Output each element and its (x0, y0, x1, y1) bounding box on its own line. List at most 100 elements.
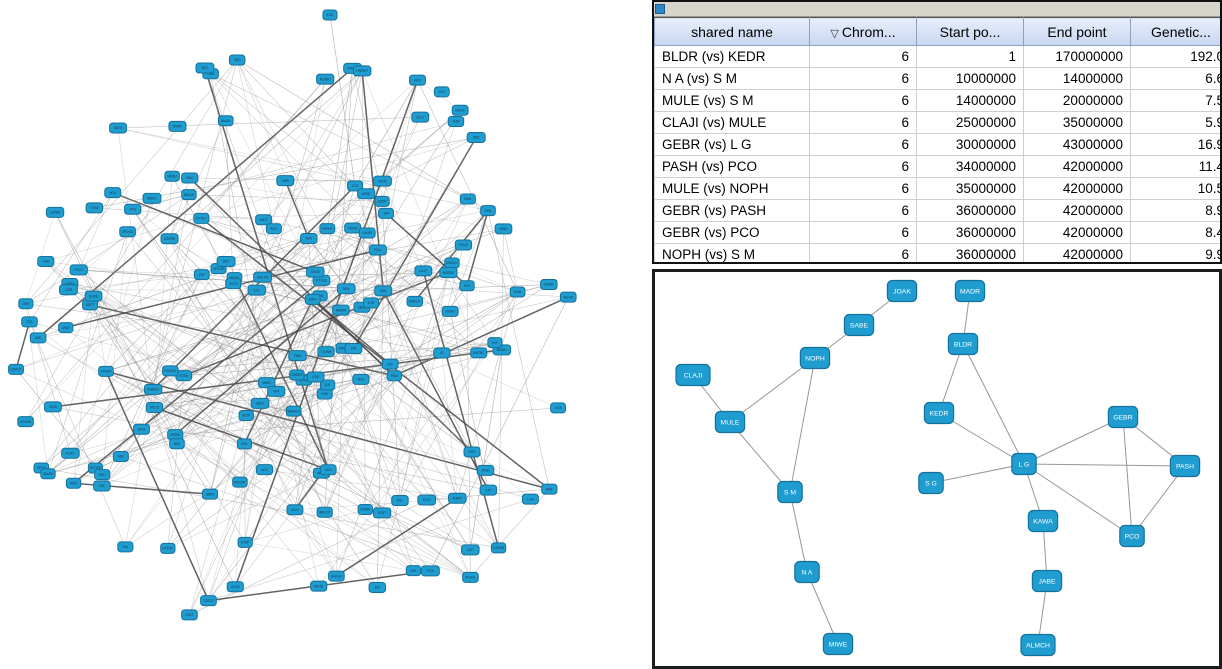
graph-edge[interactable] (451, 262, 518, 293)
graph-edge[interactable] (321, 280, 414, 571)
graph-edge[interactable] (449, 210, 489, 312)
graph-node[interactable]: CJP (479, 484, 498, 496)
graph-node[interactable]: AME (541, 483, 558, 495)
graph-node[interactable]: UWTRC (470, 347, 488, 359)
graph-edge[interactable] (319, 295, 401, 501)
graph-edge[interactable] (376, 290, 384, 588)
graph-edge[interactable] (234, 70, 363, 278)
table-cell[interactable]: 10000000 (916, 67, 1024, 90)
graph-node[interactable]: PGLL (368, 244, 387, 256)
table-cell[interactable]: 6 (809, 221, 917, 244)
graph-node[interactable]: MJI (368, 581, 387, 593)
subnetwork-node[interactable]: KEDR (923, 401, 955, 425)
graph-edge[interactable] (120, 434, 176, 457)
graph-node[interactable]: FHM (288, 350, 307, 362)
graph-node[interactable]: UKILE (451, 104, 469, 116)
graph-edge[interactable] (117, 127, 383, 182)
graph-edge[interactable] (276, 379, 361, 392)
graph-node[interactable]: TDUE (373, 175, 392, 187)
graph-edge[interactable] (450, 284, 549, 312)
table-cell[interactable]: 14000000 (916, 89, 1024, 112)
table-cell[interactable]: 20000000 (1023, 89, 1131, 112)
graph-edge[interactable] (201, 79, 418, 275)
graph-edge[interactable] (225, 261, 325, 395)
graph-edge[interactable] (399, 272, 449, 501)
main-network-canvas[interactable]: ESO MLLO ESMW EJG ECOER MJI FHM KTZP CCF DRL BDFT N… (0, 0, 652, 669)
graph-edge[interactable] (246, 210, 489, 416)
graph-node[interactable]: GTA (21, 316, 38, 328)
graph-node[interactable]: JKCPI (225, 278, 242, 290)
filter-icon[interactable]: ▽ (830, 27, 839, 40)
table-cell[interactable]: 8.9 (1130, 199, 1220, 222)
graph-node[interactable]: IDBKF (448, 492, 467, 504)
table-cell[interactable]: 6 (809, 111, 917, 134)
graph-edge[interactable] (303, 244, 464, 381)
graph-edge[interactable] (294, 376, 316, 510)
graph-node[interactable]: WREUC (406, 295, 424, 307)
graph-edge[interactable] (25, 303, 49, 474)
graph-edge[interactable] (275, 391, 319, 587)
graph-edge[interactable] (117, 128, 155, 408)
graph-edge[interactable] (208, 280, 322, 601)
graph-node[interactable]: MMNJ (164, 170, 180, 182)
graph-node[interactable]: LBK (405, 565, 422, 577)
graph-edge[interactable] (234, 79, 419, 587)
subnetwork-node[interactable]: NOPH (799, 346, 831, 370)
table-row[interactable]: GEBR (vs) L G 6 30000000 43000000 16.9 (654, 133, 1220, 156)
graph-edge[interactable] (208, 403, 261, 601)
graph-edge[interactable] (308, 238, 363, 308)
table-cell[interactable]: 8.4 (1130, 221, 1220, 244)
graph-node[interactable]: ZSLC (411, 111, 430, 123)
graph-node[interactable]: SGFRS (160, 233, 179, 245)
graph-edge[interactable] (376, 244, 464, 588)
graph-edge[interactable] (152, 194, 190, 390)
subnetwork-node[interactable]: MULE (714, 410, 746, 434)
graph-edge[interactable] (345, 288, 471, 578)
graph-edge[interactable] (25, 59, 238, 304)
graph-edge[interactable] (172, 175, 504, 230)
table-cell[interactable]: 42000000 (1023, 243, 1131, 262)
graph-node[interactable]: GSR (59, 284, 78, 296)
graph-edge[interactable] (25, 70, 363, 422)
graph-edge[interactable] (399, 291, 518, 501)
graph-edge[interactable] (312, 298, 391, 365)
graph-edge[interactable] (169, 238, 296, 510)
graph-node[interactable]: DHCKL (444, 257, 460, 269)
graph-node[interactable]: WDCJP (316, 506, 333, 518)
table-cell[interactable]: 10.5 (1130, 177, 1220, 200)
graph-edge[interactable] (120, 228, 328, 457)
graph-edge[interactable] (201, 274, 431, 572)
graph-node[interactable]: ZKF (193, 269, 210, 281)
graph-edge[interactable] (208, 498, 531, 601)
graph-node[interactable]: NRO (463, 446, 481, 458)
graph-node[interactable]: PSM (386, 370, 402, 382)
graph-edge[interactable] (236, 59, 489, 211)
graph-node[interactable]: IKSSG (462, 571, 479, 583)
graph-edge[interactable] (69, 283, 442, 354)
graph-edge[interactable] (70, 342, 495, 454)
graph-edge[interactable] (264, 469, 458, 499)
subnetwork-node[interactable]: S G (918, 471, 944, 495)
table-cell[interactable]: 192.0 (1130, 45, 1220, 68)
subnetwork-node[interactable]: PCO (1119, 524, 1145, 548)
graph-node[interactable]: KDLT (181, 609, 198, 621)
table-cell[interactable]: 35000000 (916, 177, 1024, 200)
graph-edge[interactable] (25, 210, 489, 305)
graph-node[interactable]: WAZM (40, 468, 56, 480)
graph-node[interactable]: MND (58, 322, 74, 334)
graph-edge[interactable] (354, 79, 418, 187)
graph-edge[interactable] (183, 284, 549, 376)
subnetwork-node[interactable]: S M (777, 480, 803, 504)
graph-node[interactable]: OJFWN (490, 542, 507, 554)
graph-edge[interactable] (360, 379, 471, 551)
graph-edge[interactable] (315, 376, 383, 513)
graph-edge[interactable] (503, 228, 518, 293)
graph-edge[interactable] (381, 512, 471, 551)
graph-edge[interactable] (120, 456, 471, 578)
graph-edge[interactable] (236, 59, 275, 229)
graph-edge[interactable] (470, 349, 503, 550)
graph-edge[interactable] (189, 499, 427, 616)
graph-edge[interactable] (487, 210, 550, 490)
graph-node[interactable]: EAI (117, 541, 134, 553)
